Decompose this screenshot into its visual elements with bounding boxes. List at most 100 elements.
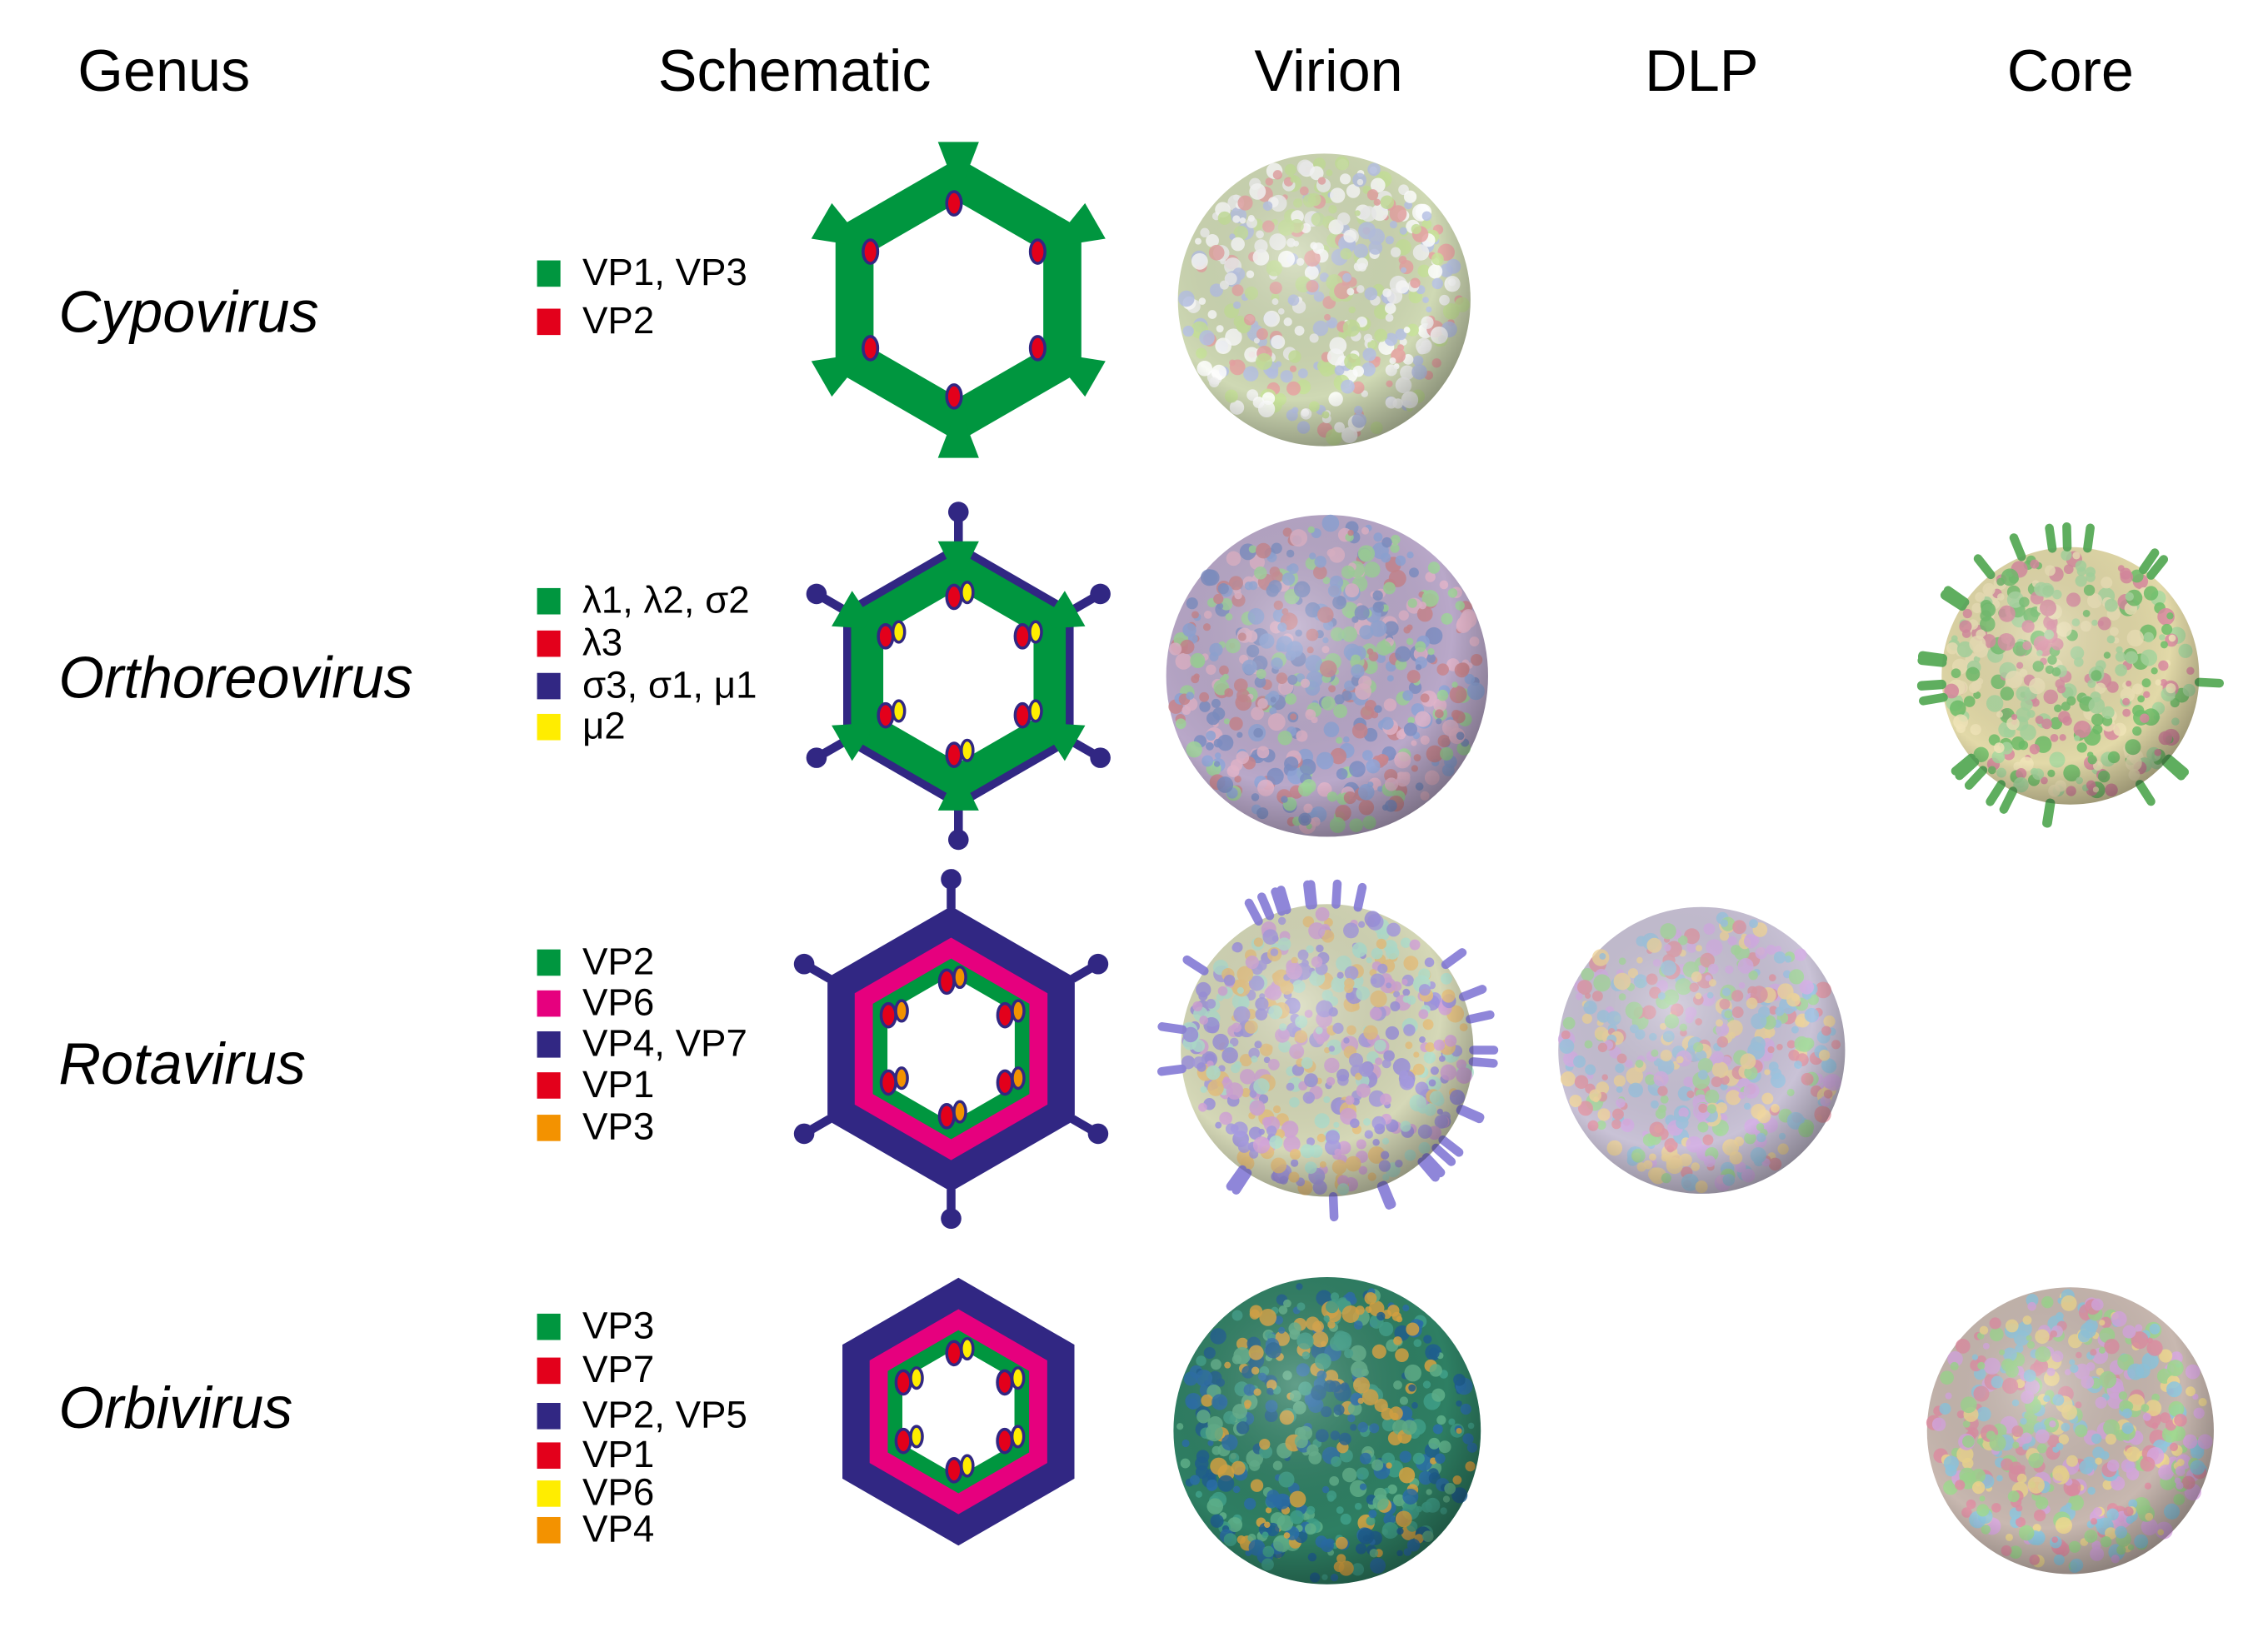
polymerase: [945, 583, 963, 611]
genus-name: Cypovirus: [58, 279, 318, 345]
surface-spike: [1941, 589, 1967, 610]
legend-swatch: [537, 1357, 561, 1385]
legend-swatch: [537, 1115, 561, 1141]
legend-swatch: [537, 949, 561, 976]
surface-spike: [1157, 1022, 1187, 1035]
nt-phosphohydrolase: [952, 1100, 967, 1124]
spike-head: [793, 1123, 815, 1145]
spike-head: [947, 829, 969, 851]
surface-spike: [1955, 757, 1980, 781]
legend-label: σ3, σ1, μ1: [582, 663, 757, 706]
legend-swatch: [537, 1031, 561, 1058]
legend-swatch: [537, 672, 561, 700]
particle-shading: [1558, 906, 1846, 1194]
spike-head: [806, 747, 827, 768]
surface-spike: [2136, 780, 2156, 806]
surface-spike: [1244, 898, 1263, 926]
genus-name: Orbivirus: [58, 1375, 292, 1440]
polymerase: [945, 383, 963, 410]
nt-phosphohydrolase: [1028, 699, 1043, 723]
surface-spike: [1156, 1064, 1186, 1076]
legend-swatch: [537, 1403, 561, 1430]
legend-swatch: [537, 308, 561, 336]
turret: [811, 202, 858, 246]
legend-label: VP6: [582, 981, 654, 1023]
surface-spike: [1231, 1168, 1252, 1195]
surface-spike: [1916, 680, 1946, 691]
surface-spike: [1431, 1143, 1456, 1166]
legend-label: VP4: [582, 1508, 654, 1550]
surface-spike: [1986, 780, 2006, 806]
particle-shading: [1941, 546, 2200, 805]
polymerase: [877, 701, 895, 729]
polymerase: [996, 1001, 1014, 1029]
turret: [937, 541, 979, 571]
legend-swatch: [537, 260, 561, 287]
particle-shading: [1177, 153, 1471, 447]
polymerase: [945, 190, 963, 217]
spike-head: [1087, 953, 1109, 975]
legend-label: VP1: [582, 1063, 654, 1105]
legend-swatch: [537, 1480, 561, 1507]
column-header: Virion: [1254, 37, 1402, 103]
surface-spike: [1303, 880, 1315, 910]
turret: [1047, 723, 1086, 761]
surface-spike: [2161, 757, 2186, 781]
surface-spike: [1182, 955, 1209, 976]
surface-spike: [1417, 1157, 1440, 1182]
nt-phosphohydrolase: [1011, 999, 1026, 1023]
surface-spike: [1973, 554, 1996, 580]
surface-spike: [1964, 766, 1988, 790]
legend-swatch: [537, 1313, 561, 1340]
particle-shading: [1173, 1276, 1481, 1585]
turret: [832, 723, 871, 761]
surface-spike: [1422, 1153, 1446, 1177]
turret: [1047, 591, 1086, 629]
surface-spike: [1458, 985, 1487, 1001]
nt-phosphohydrolase: [960, 581, 975, 605]
polymerase: [937, 1103, 956, 1130]
polymerase: [996, 1069, 1014, 1096]
schematic-shell: [842, 1277, 1075, 1546]
legend-label: VP2, VP5: [582, 1394, 747, 1436]
polymerase: [862, 238, 880, 265]
surface-spike: [2062, 522, 2072, 552]
nt-phosphohydrolase: [1010, 1425, 1026, 1449]
surface-spike: [2045, 523, 2057, 553]
surface-spike: [2194, 677, 2225, 688]
turret: [1059, 354, 1106, 397]
spike-head: [947, 502, 969, 522]
polymerase: [1028, 238, 1047, 265]
polymerase: [879, 1069, 897, 1096]
polymerase: [945, 1340, 963, 1367]
spike-head: [941, 869, 962, 890]
surface-spike: [1456, 1104, 1485, 1122]
legend-label: VP2: [582, 940, 654, 982]
genus-name: Rotavirus: [58, 1031, 306, 1096]
surface-spike: [1271, 887, 1286, 916]
polymerase: [945, 1456, 963, 1484]
spike-head: [793, 953, 815, 975]
column-header: Genus: [77, 37, 250, 103]
surface-spike: [1919, 692, 1948, 706]
nt-phosphohydrolase: [960, 738, 975, 762]
column-header: Core: [2007, 37, 2134, 103]
turret: [937, 781, 979, 811]
schematic-shell: [827, 906, 1075, 1192]
surface-spike: [1918, 651, 1948, 663]
spike-head: [1090, 747, 1111, 768]
legend-swatch: [537, 630, 561, 657]
polymerase: [862, 335, 880, 362]
spike-head: [941, 1208, 962, 1230]
nt-phosphohydrolase: [909, 1425, 924, 1449]
legend-label: VP1: [582, 1433, 654, 1475]
legend-label: λ1, λ2, σ2: [582, 579, 750, 621]
legend-label: VP6: [582, 1471, 654, 1514]
legend-label: VP1, VP3: [582, 251, 747, 293]
column-header: DLP: [1645, 37, 1759, 103]
turret: [811, 354, 858, 397]
legend-swatch: [537, 1072, 561, 1099]
polymerase: [1028, 335, 1047, 362]
polymerase: [879, 1001, 897, 1029]
